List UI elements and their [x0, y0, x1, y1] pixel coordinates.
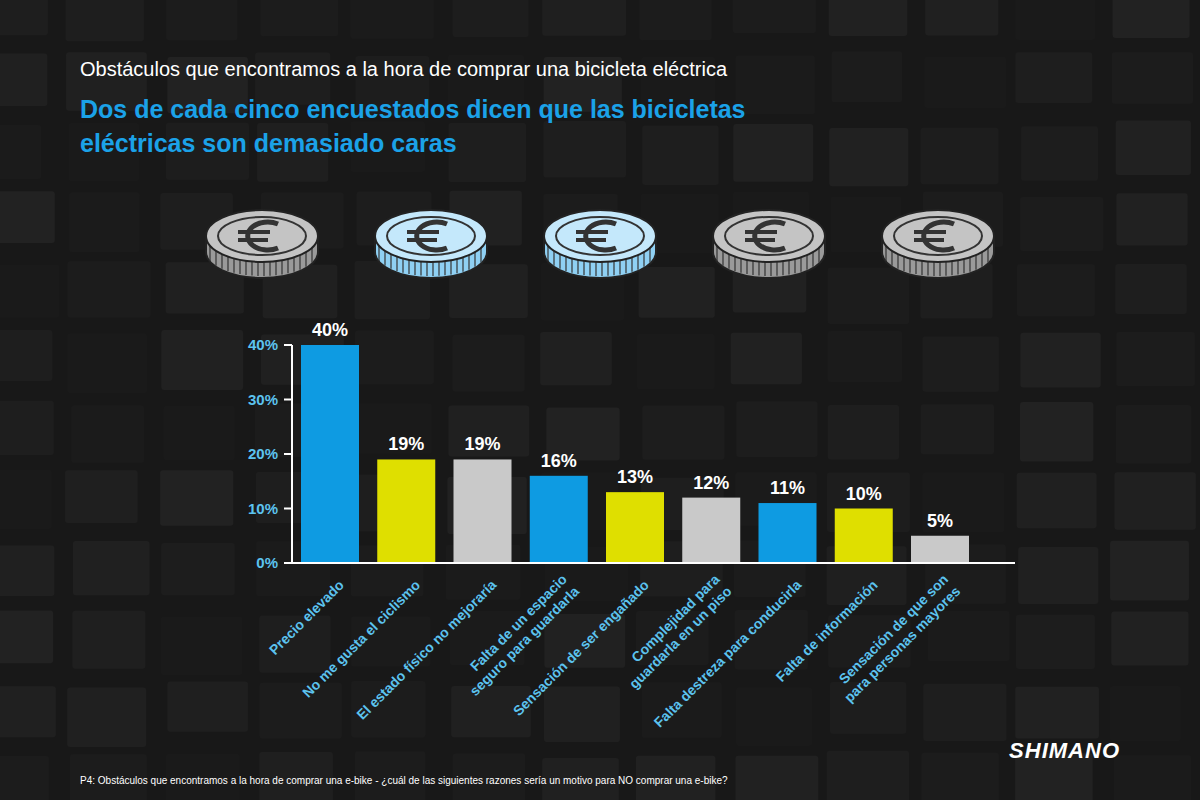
coin	[544, 210, 656, 278]
y-tick-label: 10%	[248, 500, 278, 517]
bar	[606, 492, 664, 563]
data-label: 10%	[846, 484, 882, 504]
x-tick-label: Falta de un espacioseguro para guardarla	[454, 571, 582, 699]
subtitle-line: eléctricas son demasiado caras	[80, 129, 457, 157]
bar	[454, 459, 512, 563]
coin-rim	[387, 217, 475, 255]
euro-bar	[238, 238, 268, 242]
x-tick-label-line: Falta de un espacio	[467, 571, 570, 674]
euro-bar	[407, 238, 437, 242]
data-label: 40%	[312, 320, 348, 340]
y-tick	[284, 453, 292, 455]
euro-bar	[914, 230, 946, 234]
data-label: 11%	[770, 478, 805, 498]
euro-bar	[576, 230, 608, 234]
x-tick-label: Falta destreza para conducirla	[651, 576, 805, 730]
x-tick-label-line: El estado físico no mejoraría	[353, 576, 499, 722]
bar	[835, 509, 893, 564]
y-tick-label: 30%	[248, 391, 278, 408]
bar	[682, 498, 740, 563]
coin-rim	[725, 217, 813, 255]
euro-bar	[576, 238, 606, 242]
y-tick	[284, 399, 292, 401]
bar	[759, 503, 817, 563]
coin	[882, 210, 994, 278]
chart-root: Obstáculos que encontramos a la hora de …	[0, 0, 1200, 800]
euro-arc	[924, 222, 954, 250]
coin	[375, 210, 487, 278]
euro-bar	[745, 230, 777, 234]
euro-bar	[914, 238, 944, 242]
x-tick-label-line: Falta destreza para conducirla	[651, 576, 805, 730]
coin-face	[375, 210, 487, 262]
bars	[301, 345, 969, 563]
bar	[377, 459, 435, 563]
x-axis-line	[292, 562, 1015, 564]
data-label: 5%	[927, 511, 953, 531]
data-label: 13%	[617, 467, 653, 487]
y-tick-label: 40%	[248, 336, 278, 353]
coin	[206, 210, 318, 278]
euro-bar	[407, 230, 439, 234]
y-tick-label: 0%	[256, 554, 278, 571]
data-label: 19%	[464, 434, 500, 454]
euro-bar	[238, 230, 270, 234]
logo: SHIMANO	[1009, 738, 1120, 763]
x-tick-label: Sensación de que sonpara personas mayore…	[829, 571, 964, 706]
x-tick-label-line: Precio elevado	[266, 577, 347, 658]
y-tick-label: 20%	[248, 445, 278, 462]
subtitle-line: Dos de cada cinco encuestados dicen que …	[80, 95, 746, 123]
y-tick	[284, 344, 292, 346]
data-label: 12%	[693, 473, 729, 493]
background	[0, 0, 1200, 800]
coin-face	[882, 210, 994, 262]
coin-face	[544, 210, 656, 262]
euro-arc	[248, 222, 278, 250]
coin-rim	[894, 217, 982, 255]
y-tick	[284, 508, 292, 510]
bar	[911, 536, 969, 563]
x-tick-label: Sensación de ser engañado	[510, 577, 652, 719]
coin-rim	[218, 217, 306, 255]
euro-arc	[755, 222, 785, 250]
data-label: 16%	[541, 451, 577, 471]
euro-arc	[417, 222, 447, 250]
y-tick	[284, 562, 292, 564]
coin-face	[206, 210, 318, 262]
x-tick-label-line: Sensación de ser engañado	[510, 577, 652, 719]
x-tick-label: Precio elevado	[266, 577, 347, 658]
title: Obstáculos que encontramos a la hora de …	[80, 58, 728, 80]
bar	[530, 476, 588, 563]
x-tick-label-line: para personas mayores	[841, 583, 964, 706]
x-tick-label: El estado físico no mejoraría	[353, 576, 499, 722]
euro-bar	[745, 238, 775, 242]
data-label: 19%	[388, 434, 424, 454]
note: P4: Obstáculos que encontramos a la hora…	[80, 775, 728, 786]
x-tick-label-line: guardarla en un piso	[626, 583, 735, 692]
coin-rim	[556, 217, 644, 255]
subtitle: Dos de cada cinco encuestados dicen que …	[80, 95, 746, 157]
euro-arc	[586, 222, 616, 250]
coin	[713, 210, 825, 278]
background-shade	[0, 0, 1200, 800]
bar	[301, 345, 359, 563]
x-tick-label-line: seguro para guardarla	[466, 583, 582, 699]
coin-face	[713, 210, 825, 262]
x-tick-label-line: Sensación de que son	[835, 571, 951, 687]
